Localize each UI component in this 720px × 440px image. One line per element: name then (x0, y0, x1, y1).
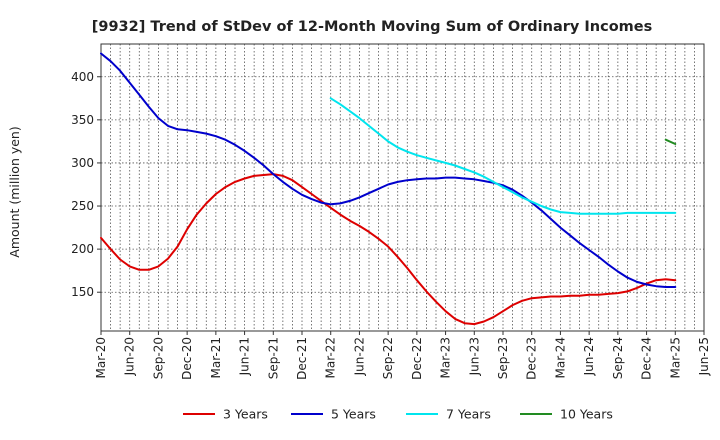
x-tick-label: Dec-20 (180, 337, 194, 380)
x-tick-label: Mar-23 (439, 337, 453, 378)
x-tick-label: Mar-22 (324, 337, 338, 378)
x-tick-label: Jun-20 (123, 337, 137, 376)
legend-item: 10 Years (520, 407, 613, 422)
x-tick-label: Mar-25 (668, 337, 682, 378)
x-tick-label: Sep-22 (381, 337, 395, 379)
series-line-5-years (100, 52, 677, 288)
y-tick-label: 350 (71, 113, 94, 127)
legend-item: 3 Years (183, 407, 268, 422)
legend-label: 5 Years (331, 407, 376, 422)
x-tick-label: Mar-24 (553, 337, 567, 378)
y-tick-label: 150 (71, 285, 94, 299)
x-tick-label: Sep-21 (266, 337, 280, 379)
legend: 3 Years 5 Years 7 Years 10 Years (183, 407, 613, 422)
x-tick-label: Sep-23 (496, 337, 510, 379)
x-tick-label: Dec-24 (640, 337, 654, 380)
x-tick-label: Jun-22 (352, 337, 366, 376)
series-line-3-years (100, 173, 677, 326)
x-tick-label: Mar-20 (94, 337, 108, 378)
x-tick-label: Dec-21 (295, 337, 309, 380)
legend-label: 3 Years (223, 407, 268, 422)
y-tick-label: 400 (71, 70, 94, 84)
x-tick-label: Sep-20 (151, 337, 165, 379)
x-tick-label: Mar-21 (209, 337, 223, 378)
y-tick-label: 300 (71, 156, 94, 170)
axes: 150 200 250 300 350 400 Mar-20 Jun-20 Sep-20 Dec-… (71, 43, 711, 380)
legend-item: 7 Years (406, 407, 491, 422)
y-tick-label: 200 (71, 242, 94, 256)
legend-label: 7 Years (446, 407, 491, 422)
chart-title: [9932] Trend of StDev of 12-Month Moving… (92, 19, 653, 35)
series-line-10-years (664, 138, 677, 145)
series-lines (100, 52, 677, 326)
y-axis-label: Amount (million yen) (7, 126, 22, 257)
grid (101, 44, 704, 331)
legend-item: 5 Years (291, 407, 376, 422)
x-tick-label: Dec-23 (525, 337, 539, 380)
x-tick-label: Jun-23 (467, 337, 481, 376)
x-tick-label: Jun-24 (582, 337, 596, 376)
legend-label: 10 Years (560, 407, 613, 422)
x-tick-label: Jun-21 (238, 337, 252, 376)
plot-frame (100, 43, 705, 332)
x-tick-label: Sep-24 (611, 337, 625, 379)
x-tick-label: Jun-25 (697, 337, 711, 376)
y-tick-label: 250 (71, 199, 94, 213)
series-line-7-years (329, 97, 677, 215)
x-tick-label: Dec-22 (410, 337, 424, 380)
